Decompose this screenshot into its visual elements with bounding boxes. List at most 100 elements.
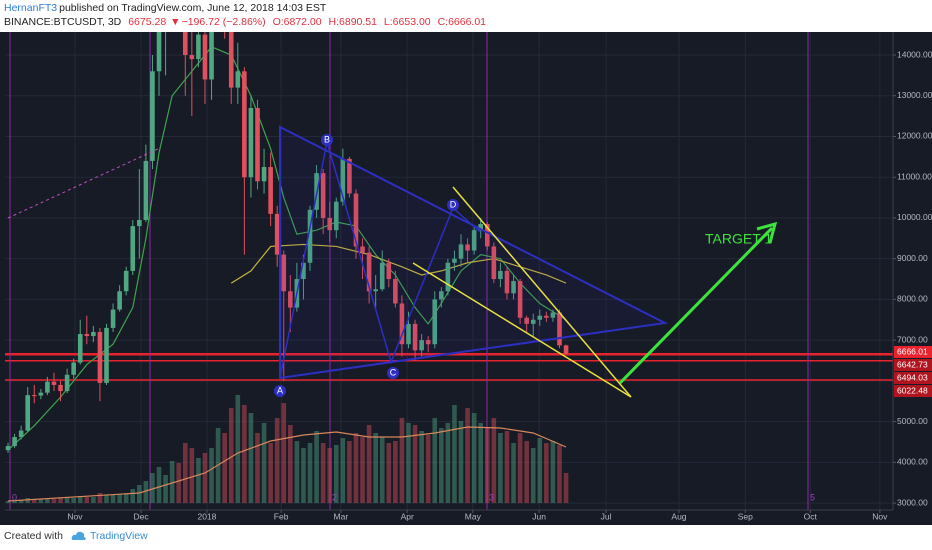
point-badge [387, 367, 399, 379]
candle-body [425, 340, 431, 345]
volume-bar [123, 493, 129, 503]
candle-body [511, 281, 516, 294]
candle-body [25, 395, 31, 431]
volume-bar [314, 431, 319, 503]
y-tick-label: 7000.00 [897, 334, 928, 344]
volume-bar [97, 493, 103, 503]
header-line-1: HernanFT3 published on TradingView.com, J… [4, 2, 330, 14]
candle-body [156, 32, 162, 72]
volume-bar [517, 433, 523, 503]
author[interactable]: HernanFT3 [4, 2, 58, 14]
volume-bar [163, 475, 168, 503]
volume-bar [478, 423, 484, 503]
candle-body [209, 32, 214, 80]
volume-bar [209, 448, 214, 503]
volume-bar [104, 495, 109, 503]
x-tick-label: Jun [532, 511, 546, 521]
brand[interactable]: TradingView [89, 530, 148, 542]
x-tick-label: May [465, 511, 482, 521]
candle-body [386, 262, 392, 280]
candle-body [123, 270, 129, 292]
point-badge [447, 199, 459, 211]
cycle-lines [9, 32, 809, 510]
candle-body [439, 291, 444, 300]
candle-body [12, 437, 17, 447]
volume-bar [504, 431, 510, 503]
volume-bar [360, 437, 365, 503]
y-tick-label: 4000.00 [897, 457, 928, 467]
candle-body [38, 392, 44, 396]
cycle-label: 5 [810, 492, 815, 502]
candle-body [419, 340, 424, 351]
volume-bar [51, 499, 57, 503]
candle-body [563, 345, 569, 354]
cycle-label: 0 [12, 492, 17, 502]
chart: A B C D TARGET 1 0 2 3 5 3000.00 4000.00 5… [0, 32, 932, 525]
ohlc-low: L:6653.00 [383, 16, 431, 28]
volume-bar [373, 433, 378, 503]
candle-body [18, 430, 24, 438]
volume-bar [307, 443, 313, 503]
volume-bar [419, 431, 424, 503]
candle-body [91, 331, 96, 337]
volume-bar [445, 423, 451, 503]
point-label: C [390, 367, 397, 377]
candle-body [196, 34, 201, 60]
brand-logo [71, 531, 86, 540]
volume-bar [379, 437, 385, 503]
candle-body [288, 291, 293, 308]
volume-bar [301, 448, 306, 503]
wedge-lower [412, 262, 632, 398]
candle-body [557, 312, 562, 346]
candle-body [58, 384, 63, 392]
volume-bar [196, 458, 201, 503]
volume-bar [176, 463, 182, 503]
candle-body [261, 167, 267, 182]
volume-bar [137, 485, 142, 503]
volume-bar [91, 497, 96, 503]
candle-body [130, 226, 136, 271]
published: published on TradingView.com, June 12, 2… [59, 2, 327, 14]
candle-body [333, 201, 339, 231]
volume-bar [182, 443, 188, 503]
candle-body [498, 270, 503, 280]
candle-body [544, 315, 549, 318]
x-tick-label: Apr [401, 511, 414, 521]
candle-body [268, 167, 273, 214]
candle-body [274, 213, 280, 255]
plot [5, 32, 569, 503]
volume-bar [130, 489, 136, 503]
candle-body [484, 224, 490, 247]
footer: Created with TradingView [4, 530, 148, 542]
target-arrowhead [756, 221, 778, 244]
candle-body [445, 262, 451, 292]
volume-bar [432, 418, 438, 503]
cycle-labels: 0 2 3 5 [12, 492, 815, 502]
volume-bar [235, 395, 241, 503]
candle-body [347, 158, 352, 194]
volume-bar [268, 443, 273, 503]
volume-bar [150, 473, 155, 503]
x-tick-label: Aug [671, 511, 686, 521]
point-label: D [450, 199, 457, 209]
point-labels: A B C D [274, 134, 459, 397]
candle-body [491, 246, 497, 280]
volume-bar [77, 496, 83, 503]
candle-body [478, 224, 484, 231]
candle-body [301, 262, 306, 280]
volume-bar [288, 425, 293, 503]
candle-body [71, 362, 76, 375]
candle-body [45, 381, 50, 393]
volume-bar [465, 408, 470, 503]
volume-bar [143, 481, 149, 503]
candle-body [327, 217, 333, 231]
volume-bar [274, 418, 280, 503]
x-tick-label: Oct [804, 511, 818, 521]
volume-bar [222, 433, 227, 503]
volume-bar [25, 498, 31, 503]
x-tick-label: Nov [872, 511, 888, 521]
price-level-badge [894, 372, 932, 384]
cycle-label: 2 [332, 492, 337, 502]
candle-body [51, 381, 57, 385]
candle-body [393, 279, 398, 304]
